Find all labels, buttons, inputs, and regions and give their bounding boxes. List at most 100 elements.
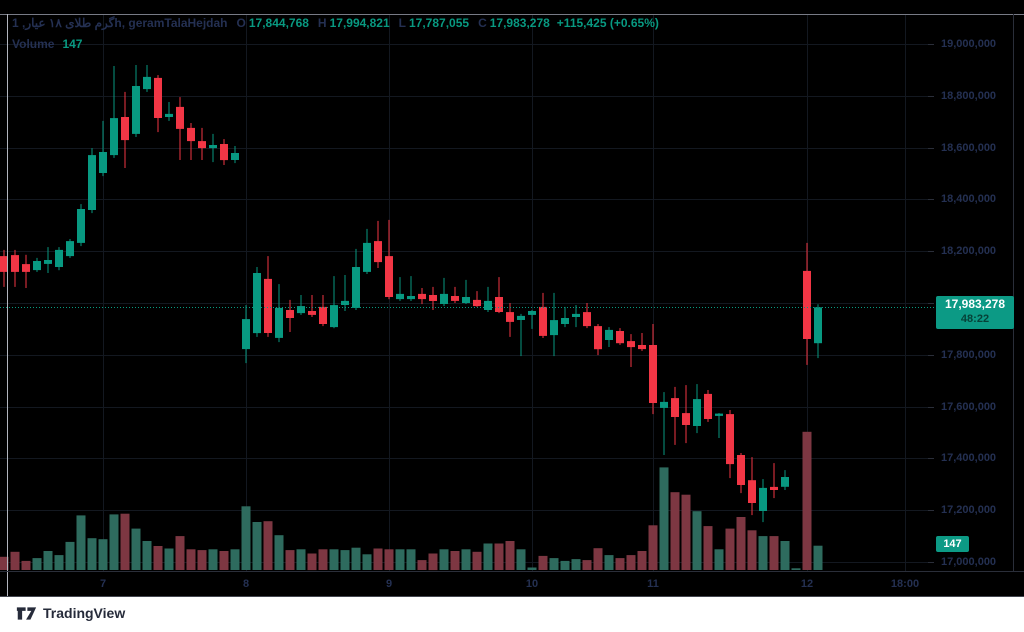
high-label: H [317, 16, 327, 30]
candle-body [484, 300, 492, 310]
candle-body [572, 313, 580, 317]
volume-bar [395, 549, 405, 570]
candle-body [429, 295, 437, 301]
volume-bar [769, 536, 779, 570]
volume-bar [351, 547, 361, 570]
candle-body [506, 312, 514, 322]
volume-bar [219, 551, 229, 570]
volume-bar [340, 550, 350, 570]
candle-body [297, 306, 305, 314]
candle-body [374, 241, 382, 263]
price-axis-label: 18,200,000 [941, 245, 997, 258]
time-axis-label: 12 [800, 578, 814, 590]
volume-bar [571, 559, 581, 570]
candle-body [418, 293, 426, 300]
candle-body [165, 113, 173, 117]
volume-bar [703, 526, 713, 570]
volume-bar [318, 549, 328, 570]
price-axis-label: 18,800,000 [941, 89, 997, 102]
high-value: 17,994,821 [329, 16, 390, 30]
candle-body [770, 486, 778, 490]
volume-bar [98, 539, 108, 570]
candle-body [704, 393, 712, 419]
candle-wick [344, 275, 346, 311]
candle-body [528, 311, 536, 315]
volume-bar [560, 560, 570, 570]
candle-body [220, 144, 228, 161]
volume-bar [296, 549, 306, 570]
time-axis-label: 7 [99, 578, 107, 590]
volume-bar [813, 545, 823, 570]
volume-bar [747, 530, 757, 570]
candle-wick [487, 286, 489, 312]
volume-bar [626, 555, 636, 570]
volume-bar [582, 560, 592, 570]
volume-bar [131, 528, 141, 570]
symbol-title[interactable]: گرم طلای ۱۸ عیار, 1h, geramTalaHejdah [12, 16, 228, 30]
candle-body [0, 256, 8, 272]
volume-bar [780, 541, 790, 570]
volume-bar [670, 492, 680, 570]
volume-bar [263, 521, 273, 570]
volume-bar [681, 494, 691, 570]
candle-wick [190, 123, 192, 160]
open-value: 17,844,768 [248, 16, 309, 30]
footer-bar: TradingView [0, 597, 1024, 632]
volume-bar [758, 536, 768, 570]
candle-body [715, 413, 723, 416]
candle-body [319, 306, 327, 324]
candle-body [583, 312, 591, 327]
volume-bar [538, 555, 548, 570]
volume-bar [54, 555, 64, 570]
candle-body [385, 256, 393, 297]
chart-canvas[interactable] [0, 0, 1024, 597]
candle-body [242, 319, 250, 350]
candle-body [803, 270, 811, 339]
time-axis-label: 10 [525, 578, 539, 590]
candle-body [363, 242, 371, 272]
close-label: C [478, 16, 487, 30]
candle-wick [311, 295, 313, 317]
volume-bar [692, 511, 702, 570]
candle-body [176, 106, 184, 129]
candle-body [781, 477, 789, 487]
candle-body [11, 255, 19, 272]
price-axis-label: 19,000,000 [941, 38, 997, 50]
candle-body [737, 455, 745, 485]
volume-bar [43, 551, 53, 570]
close-value: 17,983,278 [489, 16, 550, 30]
candle-body [77, 209, 85, 243]
candle-body [451, 296, 459, 301]
time-axis-label: 18:00 [890, 578, 920, 590]
volume-bar [362, 554, 372, 570]
candle-body [814, 307, 822, 344]
candle-body [726, 414, 734, 465]
volume-bar [483, 543, 493, 570]
candle-wick [564, 306, 566, 328]
candle-wick [300, 295, 302, 315]
candle-body [759, 487, 767, 511]
candle-wick [476, 291, 478, 307]
candle-wick [399, 277, 401, 301]
candle-body [198, 141, 206, 149]
time-axis-label: 8 [242, 578, 250, 590]
price-axis-label: 18,400,000 [941, 193, 997, 206]
time-axis-label: 9 [385, 578, 393, 590]
tradingview-logo[interactable]: TradingView [16, 605, 125, 621]
candle-wick [641, 333, 643, 351]
volume-bar [0, 556, 9, 570]
volume-axis-badge: 147 [936, 536, 969, 552]
candle-body [330, 305, 338, 328]
candle-body [231, 153, 239, 160]
volume-bar [472, 551, 482, 570]
candle-body [110, 118, 118, 156]
candle-wick [168, 102, 170, 121]
price-axis-label: 17,000,000 [941, 556, 997, 568]
volume-bar [648, 525, 658, 570]
volume-bar [65, 541, 75, 570]
legend-volume-row: Volume 147 [12, 34, 659, 55]
candle-body [22, 264, 30, 272]
volume-bar [604, 555, 614, 570]
